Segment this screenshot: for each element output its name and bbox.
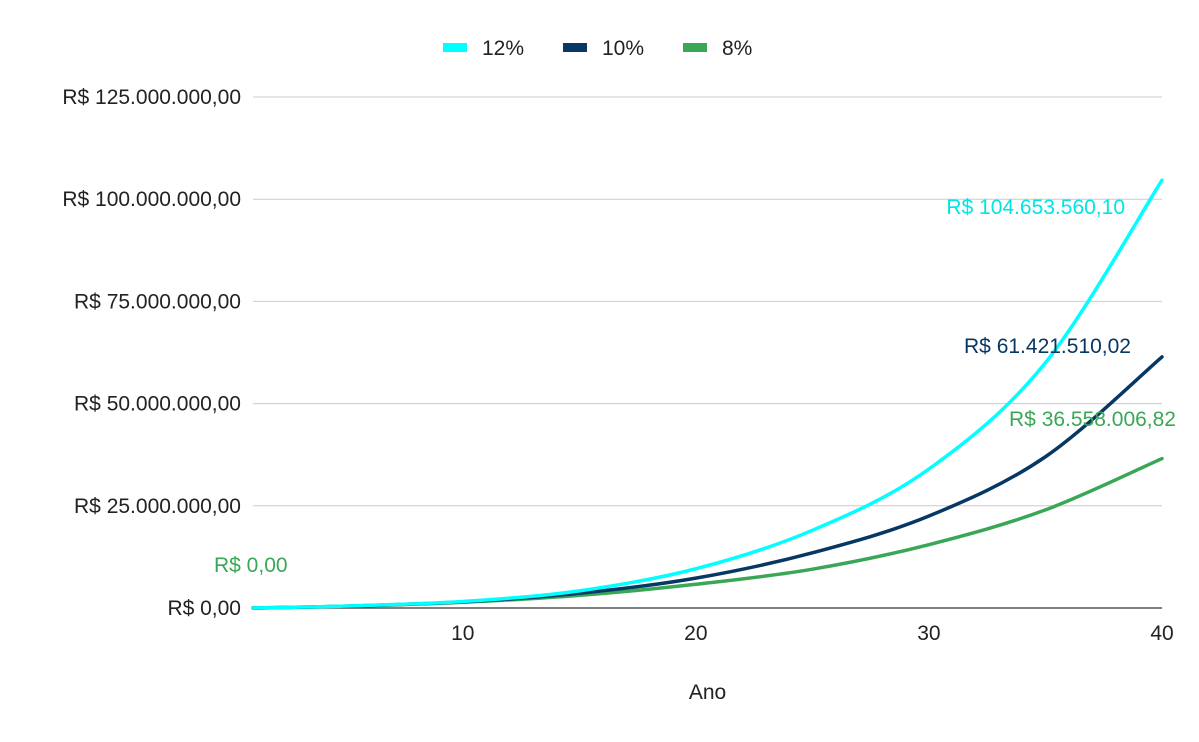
legend-swatch-12pct: [443, 43, 467, 52]
data-label-end-12pct: R$ 104.653.560,10: [946, 196, 1125, 219]
y-tick-label: R$ 125.000.000,00: [62, 86, 241, 109]
grid-lines: [253, 96, 1162, 507]
legend: 12% 10% 8%: [443, 37, 752, 60]
legend-swatch-10pct: [563, 43, 587, 52]
x-tick-label: 40: [1150, 622, 1173, 645]
x-tick-label: 20: [684, 622, 707, 645]
series-line-10pct: [251, 355, 1164, 610]
series-line-8pct: [251, 456, 1164, 610]
y-tick-label: R$ 50.000.000,00: [74, 393, 241, 416]
data-labels: R$ 104.653.560,10 R$ 61.421.510,02 R$ 36.5…: [214, 196, 1176, 577]
series-line-12pct: [251, 178, 1164, 610]
legend-swatch-8pct: [683, 43, 707, 52]
series-lines: [251, 178, 1164, 610]
legend-label-8pct: 8%: [722, 37, 752, 60]
y-tick-label: R$ 25.000.000,00: [74, 495, 241, 518]
x-axis-title: Ano: [689, 681, 726, 704]
axes: R$ 0,00R$ 25.000.000,00R$ 50.000.000,00R…: [62, 86, 1173, 645]
y-tick-label: R$ 0,00: [167, 597, 241, 620]
legend-label-10pct: 10%: [602, 37, 644, 60]
legend-label-12pct: 12%: [482, 37, 524, 60]
data-label-end-8pct: R$ 36.558.006,82: [1009, 408, 1176, 431]
y-tick-label: R$ 100.000.000,00: [62, 188, 241, 211]
x-tick-label: 10: [451, 622, 474, 645]
data-label-end-10pct: R$ 61.421.510,02: [964, 335, 1131, 358]
data-label-start-8pct: R$ 0,00: [214, 554, 288, 577]
y-tick-label: R$ 75.000.000,00: [74, 290, 241, 313]
x-tick-label: 30: [917, 622, 940, 645]
